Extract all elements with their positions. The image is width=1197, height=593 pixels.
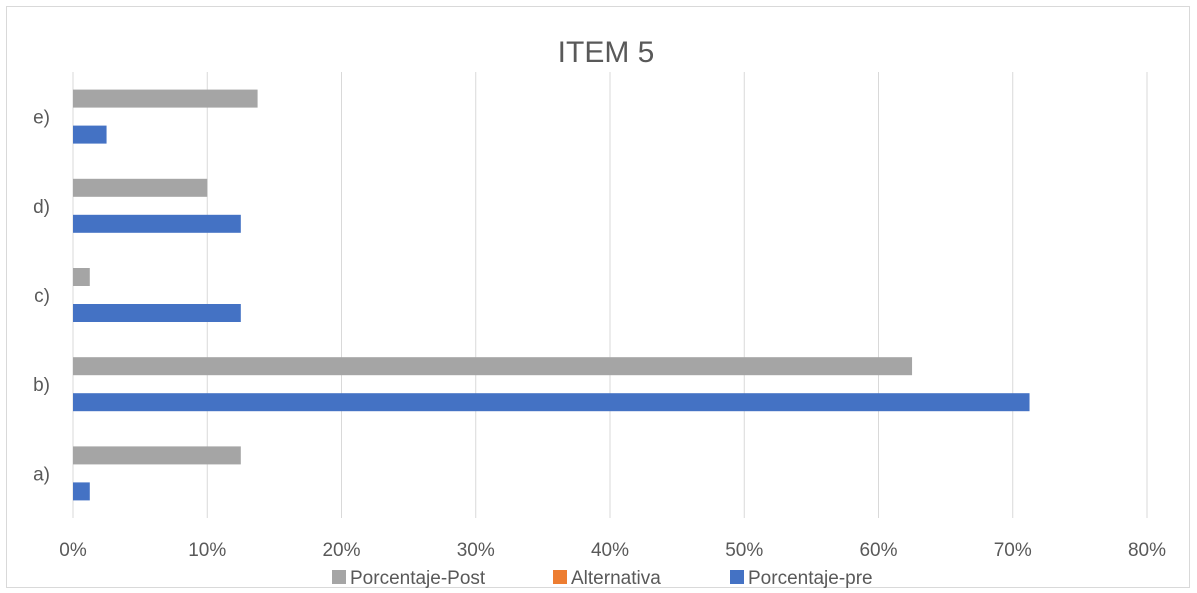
x-tick-label: 60% — [859, 540, 897, 561]
legend-label-porcentaje-pre: Porcentaje-pre — [748, 568, 873, 589]
chart-title: ITEM 5 — [558, 36, 655, 69]
legend-label-porcentaje-post: Porcentaje-Post — [350, 568, 486, 589]
x-tick-label: 50% — [725, 540, 763, 561]
legend-label-alternativa: Alternativa — [571, 568, 661, 589]
legend-swatch-alternativa — [553, 570, 567, 584]
bar-porcentaje-pre — [73, 393, 1030, 412]
bar-porcentaje-post — [73, 446, 241, 465]
legend: Porcentaje-Post Alternativa Porcentaje-pre — [332, 568, 873, 589]
legend-swatch-porcentaje-post — [332, 570, 346, 584]
x-tick-label: 10% — [188, 540, 226, 561]
bar-porcentaje-post — [73, 268, 90, 286]
x-tick-label: 80% — [1128, 540, 1166, 561]
category-label: e) — [33, 108, 50, 129]
x-tick-label: 30% — [457, 540, 495, 561]
category-labels: a) b) c) d) e) — [33, 108, 50, 486]
category-label: a) — [33, 464, 50, 485]
legend-swatch-porcentaje-pre — [730, 570, 744, 584]
bar-porcentaje-pre — [73, 125, 107, 144]
bar-porcentaje-pre — [73, 482, 90, 501]
category-label: b) — [33, 375, 50, 396]
x-tick-labels: 0% 10% 20% 30% 40% 50% 60% 70% 80% — [59, 540, 1166, 561]
bar-porcentaje-pre — [73, 304, 241, 322]
gridlines — [72, 72, 1148, 518]
x-tick-label: 0% — [59, 540, 87, 561]
bar-porcentaje-pre — [73, 214, 241, 233]
bar-porcentaje-post — [73, 178, 208, 197]
x-tick-label: 40% — [591, 540, 629, 561]
bar-porcentaje-post — [73, 357, 913, 376]
x-tick-label: 20% — [322, 540, 360, 561]
bars — [73, 89, 1030, 501]
x-tick-label: 70% — [994, 540, 1032, 561]
category-label: d) — [33, 197, 50, 218]
category-label: c) — [34, 286, 50, 307]
bar-porcentaje-post — [73, 89, 258, 108]
